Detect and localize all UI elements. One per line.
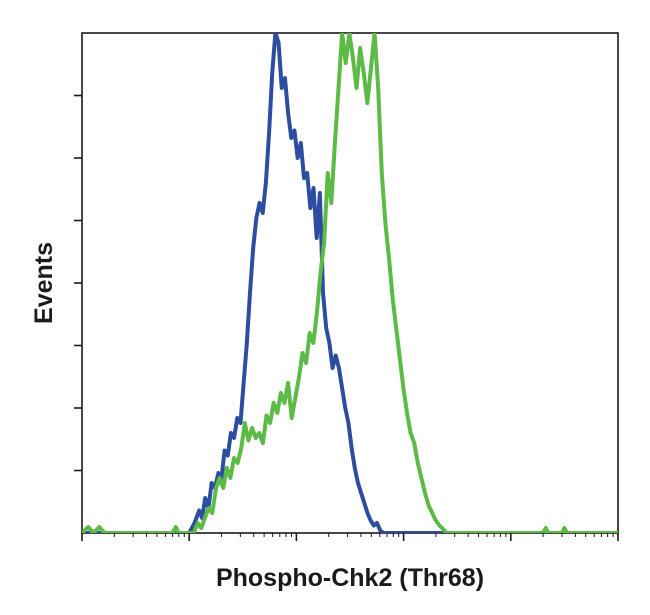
series-line-green [82, 33, 618, 533]
x-axis-ticks [81, 533, 619, 541]
x-axis-label: Phospho-Chk2 (Thr68) [216, 564, 484, 592]
series-line-blue [82, 33, 618, 533]
plot-frame [81, 32, 619, 534]
series-layer [82, 33, 618, 533]
y-axis-label: Events [30, 242, 58, 324]
y-axis-ticks [74, 94, 82, 472]
